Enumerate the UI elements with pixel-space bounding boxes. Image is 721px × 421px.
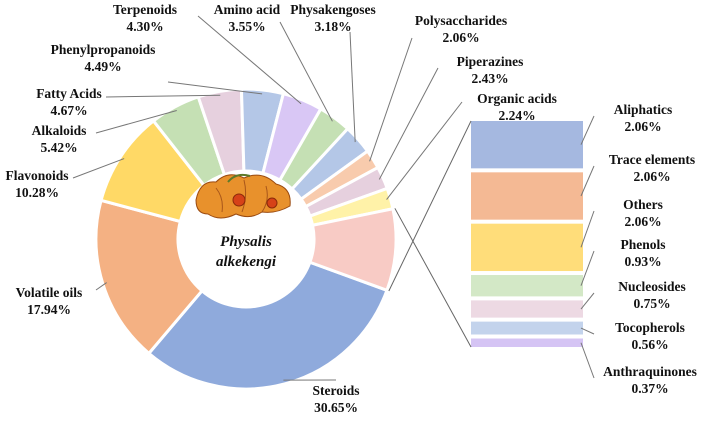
label-amino-acid: Amino acid bbox=[214, 2, 281, 17]
label-tocopherols: Tocopherols bbox=[615, 320, 685, 335]
label-terpenoids: Terpenoids bbox=[113, 2, 177, 17]
value-nucleosides: 0.75% bbox=[633, 296, 670, 311]
bar-segment-anthraquinones bbox=[471, 338, 583, 347]
label-fatty-acids: Fatty Acids bbox=[36, 86, 102, 101]
value-piperazines: 2.43% bbox=[471, 71, 508, 86]
leader-piperazines bbox=[379, 68, 438, 179]
bar-segment-nucleosides bbox=[471, 300, 583, 317]
connector-top bbox=[389, 121, 471, 291]
value-terpenoids: 4.30% bbox=[126, 19, 163, 34]
label-phenols: Phenols bbox=[620, 237, 665, 252]
bar-segment-aliphatics bbox=[471, 121, 583, 168]
value-alkaloids: 5.42% bbox=[40, 140, 77, 155]
bar-segment-others bbox=[471, 224, 583, 271]
leader-polysaccharides bbox=[370, 38, 412, 161]
value-volatile-oils: 17.94% bbox=[27, 302, 71, 317]
bar-segment-trace-elements bbox=[471, 172, 583, 219]
leader-physakengoses bbox=[350, 32, 355, 142]
leader-anthraquinones bbox=[581, 343, 594, 378]
value-phenols: 0.93% bbox=[624, 254, 661, 269]
value-trace-elements: 2.06% bbox=[633, 169, 670, 184]
label-alkaloids: Alkaloids bbox=[32, 123, 87, 138]
value-others: 2.06% bbox=[624, 214, 661, 229]
label-nucleosides: Nucleosides bbox=[618, 279, 686, 294]
center-label-line2: alkekengi bbox=[216, 254, 277, 270]
connector-bottom bbox=[395, 208, 471, 347]
label-piperazines: Piperazines bbox=[457, 54, 524, 69]
label-others: Others bbox=[623, 197, 663, 212]
value-flavonoids: 10.28% bbox=[15, 185, 59, 200]
bar-segment-tocopherols bbox=[471, 322, 583, 335]
value-anthraquinones: 0.37% bbox=[631, 381, 668, 396]
value-organic-acids: 2.24% bbox=[498, 108, 535, 123]
leader-organic-acids bbox=[387, 102, 462, 200]
label-trace-elements: Trace elements bbox=[609, 152, 695, 167]
value-fatty-acids: 4.67% bbox=[50, 103, 87, 118]
value-aliphatics: 2.06% bbox=[624, 119, 661, 134]
value-polysaccharides: 2.06% bbox=[442, 30, 479, 45]
value-phenylpropanoids: 4.49% bbox=[84, 59, 121, 74]
label-volatile-oils: Volatile oils bbox=[16, 285, 83, 300]
label-steroids: Steroids bbox=[312, 383, 359, 398]
label-phenylpropanoids: Phenylpropanoids bbox=[51, 42, 156, 57]
label-organic-acids: Organic acids bbox=[477, 91, 557, 106]
label-flavonoids: Flavonoids bbox=[5, 168, 68, 183]
center-label-line1: Physalis bbox=[220, 234, 272, 250]
label-anthraquinones: Anthraquinones bbox=[603, 364, 697, 379]
label-physakengoses: Physakengoses bbox=[290, 2, 376, 17]
value-amino-acid: 3.55% bbox=[228, 19, 265, 34]
label-polysaccharides: Polysaccharides bbox=[415, 13, 507, 28]
value-physakengoses: 3.18% bbox=[314, 19, 351, 34]
value-steroids: 30.65% bbox=[314, 400, 358, 415]
value-tocopherols: 0.56% bbox=[631, 337, 668, 352]
bar-segment-phenols bbox=[471, 275, 583, 296]
label-aliphatics: Aliphatics bbox=[614, 102, 673, 117]
